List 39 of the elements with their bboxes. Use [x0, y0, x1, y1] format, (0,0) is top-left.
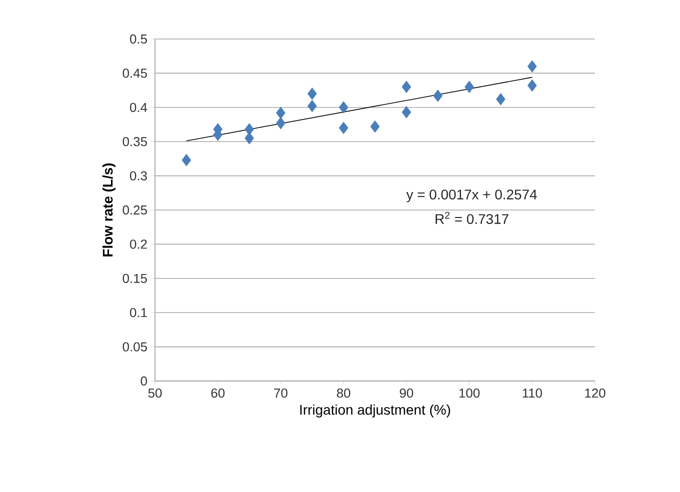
point: [276, 116, 286, 130]
x-tick-label: 120: [585, 388, 606, 398]
point: [402, 106, 412, 118]
x-axis-title: Irrigation adjustment (%): [300, 404, 450, 418]
point: [244, 132, 254, 144]
point: [276, 106, 286, 120]
point: [182, 154, 192, 166]
x-tick-label: 60: [211, 388, 225, 398]
y-tick-label: 0.1: [130, 308, 147, 318]
y-tick-label: 0.45: [122, 68, 147, 78]
y-tick-label: 0.2: [130, 240, 147, 249]
point: [464, 80, 474, 94]
annotation: R$^{2}$ = 0.7317: [436, 212, 508, 224]
point: [496, 93, 506, 106]
y-tick-label: 0.05: [122, 342, 147, 352]
x-tick-label: 90: [400, 388, 414, 398]
y-tick-label: 0.15: [122, 274, 147, 283]
point: [370, 120, 380, 133]
x-tick-label: 100: [459, 388, 480, 398]
x-tick-label: 50: [148, 388, 162, 398]
point: [433, 90, 443, 102]
x-tick-label: 70: [274, 388, 288, 398]
y-tick-label: 0.35: [122, 137, 147, 146]
y-tick-label: 0.4: [130, 102, 148, 112]
point: [338, 122, 348, 134]
annotation: y = 0.0017x + 0.2574: [406, 190, 537, 202]
point: [527, 79, 537, 92]
y-tick-label: 0.25: [122, 205, 147, 215]
point: [527, 60, 537, 73]
point: [307, 88, 317, 100]
x-tick-label: 80: [336, 388, 350, 398]
point: [307, 100, 317, 112]
point: [338, 101, 348, 114]
point: [402, 80, 412, 94]
y-axis-title: Flow rate (L/s): [102, 163, 116, 256]
y-tick-label: 0: [140, 376, 147, 386]
y-tick-label: 0.3: [130, 171, 147, 180]
y-tick-label: 0.5: [130, 34, 147, 44]
x-tick-label: 110: [522, 388, 542, 398]
